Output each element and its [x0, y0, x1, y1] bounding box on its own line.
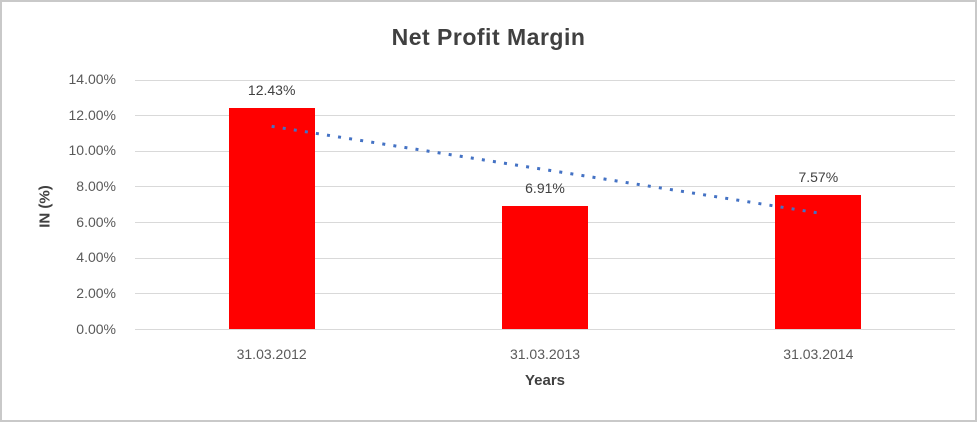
y-tick-label: 0.00% [76, 320, 116, 337]
bar-31.03.2013 [502, 206, 588, 330]
bar-value-label: 12.43% [247, 81, 296, 98]
bar-value-label: 6.91% [525, 180, 565, 197]
gridline [135, 115, 955, 117]
gridline [135, 79, 955, 81]
y-tick-label: 6.00% [76, 213, 116, 230]
y-tick-label: 4.00% [76, 249, 116, 266]
x-tick-label: 31.03.2012 [236, 345, 307, 362]
bar-value-label: 7.57% [798, 168, 839, 185]
gridline [135, 329, 955, 330]
x-tick-label: 31.03.2014 [783, 345, 854, 362]
y-tick-label: 12.00% [68, 106, 116, 123]
y-tick-label: 10.00% [68, 142, 116, 159]
y-tick-label: 14.00% [68, 71, 116, 87]
y-tick-label: 8.00% [76, 177, 116, 194]
chart-title: Net Profit Margin [391, 24, 586, 50]
linear-trendline [271, 124, 819, 215]
x-tick-label: 31.03.2013 [509, 345, 581, 362]
y-tick-label: 2.00% [76, 284, 116, 301]
x-axis-title: Years [524, 372, 566, 389]
bar-31.03.2012 [228, 107, 315, 330]
bar-31.03.2014 [775, 194, 862, 330]
